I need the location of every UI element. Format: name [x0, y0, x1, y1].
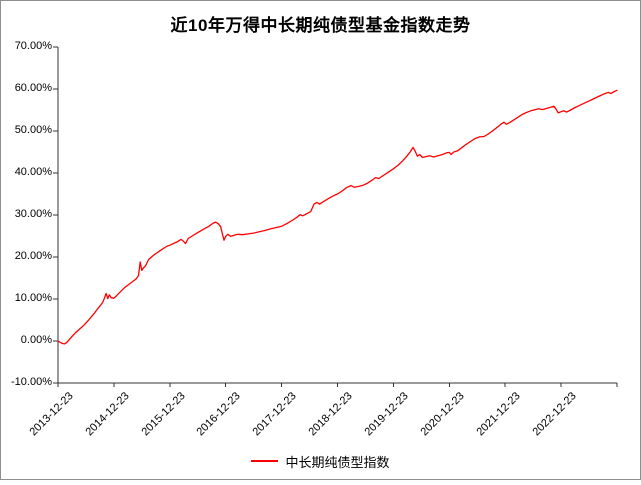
series-line	[57, 89, 618, 345]
legend: 中长期纯债型指数	[0, 451, 641, 471]
chart-title: 近10年万得中长期纯债型基金指数走势	[170, 16, 471, 35]
legend-line-swatch	[251, 460, 279, 462]
legend-series-label: 中长期纯债型指数	[285, 454, 390, 470]
